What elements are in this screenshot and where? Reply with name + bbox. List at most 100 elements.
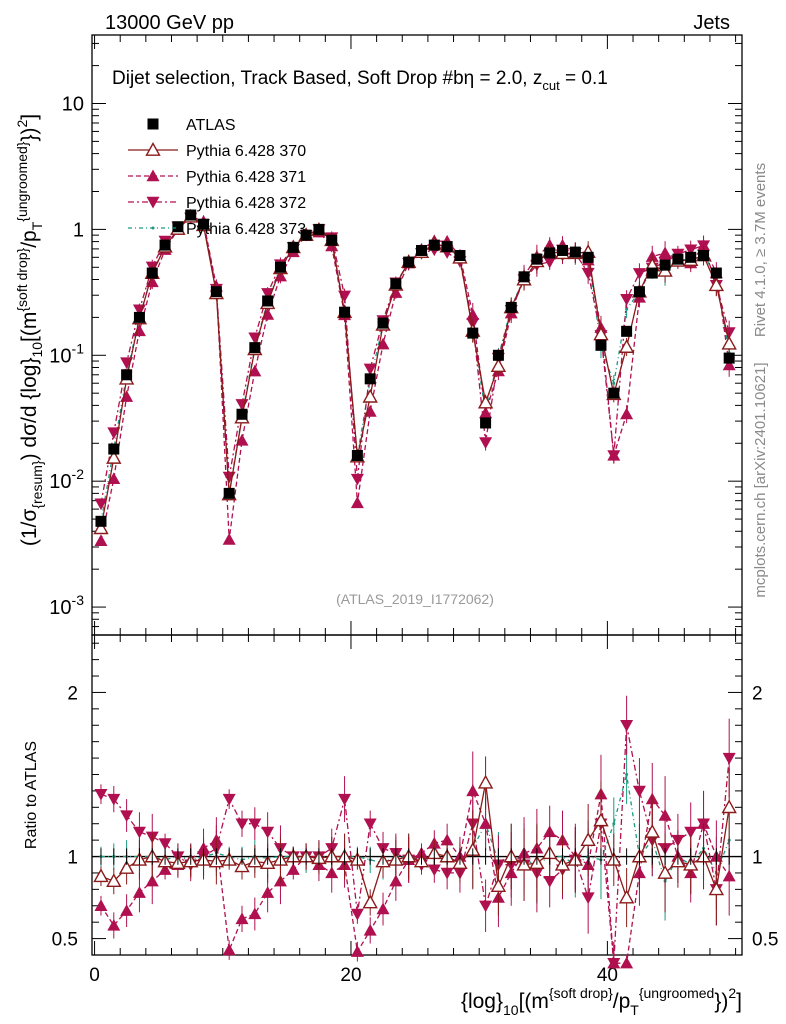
ratio-point [644, 823, 660, 838]
header-left: 13000 GeV pp [105, 12, 234, 34]
data-point [261, 288, 275, 300]
ratio-point [235, 912, 249, 925]
main-series-layer [93, 208, 737, 547]
ratio-point [120, 904, 134, 916]
data-point [618, 339, 635, 353]
legend-entry-4: Pythia 6.428 373 [128, 221, 306, 238]
legend-marker [146, 169, 160, 182]
ratio-frame [91, 634, 743, 956]
series-line [100, 215, 730, 541]
data-point [350, 473, 364, 486]
plot-title-beta: η = 2.0, z [464, 68, 543, 89]
y-tick-label: 10-1 [49, 340, 84, 367]
ratio-point [543, 875, 557, 888]
data-point [159, 239, 171, 251]
ratio-point [118, 860, 135, 874]
ratio-point [94, 899, 108, 911]
data-point [518, 271, 530, 283]
ratio-point [684, 826, 698, 839]
ratio-point [363, 818, 377, 831]
ratio-point [697, 817, 711, 829]
legend-label: ATLAS [186, 117, 236, 134]
series-1 [93, 208, 737, 535]
data-point [479, 406, 493, 419]
ratio-point [234, 858, 250, 873]
ratio-point [722, 869, 736, 882]
ratio-series-layer [93, 695, 737, 970]
legend-entry-1: Pythia 6.428 370 [128, 142, 306, 160]
data-point [210, 286, 222, 298]
data-point [722, 358, 736, 371]
ratio-point [350, 945, 364, 957]
data-point [505, 301, 517, 313]
data-point [543, 256, 557, 269]
legend-marker [147, 118, 159, 130]
data-point [477, 394, 494, 409]
data-point [428, 239, 440, 251]
series-2 [94, 209, 736, 547]
data-point [248, 364, 262, 377]
legend-label: Pythia 6.428 370 [186, 143, 306, 160]
data-point [172, 221, 184, 233]
ratio-point [363, 923, 377, 936]
main-axis-ticks: 10-3 10-2 10-1 1 10 [49, 35, 742, 636]
data-point [120, 390, 134, 402]
data-point [544, 247, 556, 259]
data-point [146, 267, 158, 279]
analysis-watermark: (ATLAS_2019_I1772062) [336, 591, 494, 607]
ratio-point [106, 873, 122, 888]
data-point [377, 317, 389, 329]
data-point [625, 307, 629, 311]
data-point [121, 369, 133, 381]
ratio-point [94, 788, 108, 801]
ratio-point [722, 752, 736, 765]
legend-entry-3: Pythia 6.428 372 [128, 195, 306, 212]
data-point [132, 324, 146, 337]
data-point [222, 471, 236, 484]
data-point [326, 234, 338, 246]
y-tick-label: 10-2 [49, 466, 84, 493]
ratio-point [222, 793, 236, 806]
plot-title-zsub: cut [542, 78, 560, 93]
x-tick-label: 20 [340, 965, 361, 986]
ratio-point [479, 900, 493, 913]
ratio-point [107, 793, 121, 806]
ratio-point [120, 810, 134, 823]
data-point [364, 373, 376, 385]
ratio-tick-label-right: 0.5 [752, 930, 778, 951]
data-point [646, 267, 658, 279]
data-point [108, 443, 120, 455]
data-point [223, 487, 235, 499]
data-point [274, 261, 286, 273]
ratio-series-line [100, 725, 730, 964]
data-point [708, 277, 725, 292]
ratio-point [593, 812, 609, 827]
data-point [185, 209, 197, 221]
ratio-tick-label: 1 [67, 848, 78, 869]
data-point [612, 381, 616, 385]
ratio-point [440, 867, 454, 880]
data-point [94, 498, 108, 511]
ratio-point [477, 774, 494, 789]
ratio-series-0 [100, 848, 730, 865]
ratio-tick-label-right: 1 [752, 848, 763, 869]
ratio-point [466, 784, 480, 797]
legend-entry-0: ATLAS [147, 117, 236, 134]
ratio-point [261, 826, 275, 839]
data-point [107, 472, 121, 485]
data-point [107, 427, 121, 440]
plot-title-zval: = 0.1 [560, 68, 608, 89]
ratio-point [362, 894, 378, 909]
legend-marker [151, 226, 155, 230]
ratio-point [427, 864, 441, 877]
legend-label: Pythia 6.428 373 [186, 221, 306, 238]
data-point [106, 449, 122, 464]
series-0 [95, 209, 735, 527]
ratio-point [620, 720, 634, 732]
ratio-point [658, 809, 672, 821]
ratio-point [389, 874, 403, 887]
rivet-side-label: Rivet 4.1.0, ≥ 3.7M events [752, 163, 769, 337]
ratio-point [132, 886, 146, 898]
ratio-axis-ticks: 0 20 40 0.5 0.5 1 1 2 2 [52, 635, 778, 986]
